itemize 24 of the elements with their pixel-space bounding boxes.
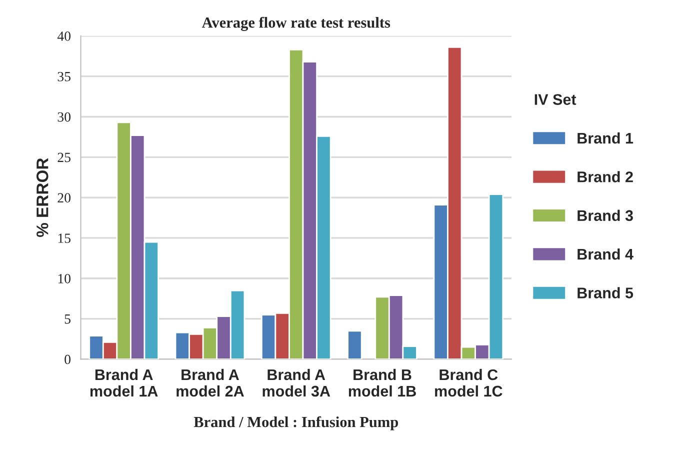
x-tick-label: Brand A model 3A [262,368,330,397]
y-tick-label: 15 [58,234,70,243]
y-tick-label: 5 [64,314,70,324]
bar [347,330,362,360]
y-tick-label: 40 [57,32,71,41]
y-tick-label: 0 [64,354,71,364]
y-tick-label: 25 [58,152,70,162]
chart-title: Average flow rate test results [202,16,390,31]
legend-label: Brand 1 [578,132,634,144]
y-axis-title: % ERROR [36,158,48,237]
y-tick-label: 30 [58,112,71,122]
y-tick-label: 20 [58,193,71,203]
x-tick-label: Brand B model 1B [348,368,416,397]
y-tick-label: 10 [58,274,71,284]
legend-title: IV Set [534,94,576,105]
x-tick-label: Brand A model 2A [176,368,244,397]
legend-label: Brand 3 [578,210,633,222]
legend-label: Brand 2 [578,171,633,182]
x-axis-title: Brand / Model : Infusion Pump [194,416,398,430]
x-tick-label: Brand C model 1C [435,368,502,397]
legend-label: Brand 4 [578,248,634,260]
y-tick-label: 35 [58,72,70,82]
x-tick-label: Brand A model 1A [90,368,158,397]
legend-label: Brand 5 [578,287,634,298]
